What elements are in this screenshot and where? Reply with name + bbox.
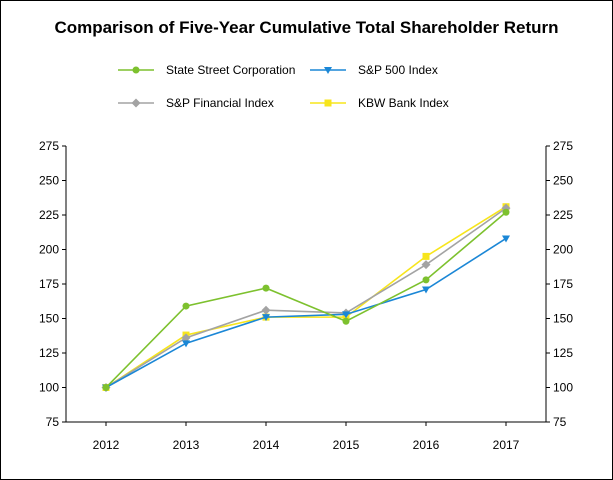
legend-marker <box>131 98 141 108</box>
legend: State Street Corporation S&P 500 Index S&P… <box>118 63 449 110</box>
data-point-s-p-financial-index <box>421 260 431 270</box>
data-point-state-street-corporation <box>342 317 350 325</box>
legend-marker <box>324 67 332 74</box>
series-s-p-financial-index <box>101 203 511 392</box>
y-tick-label-left: 125 <box>39 346 59 360</box>
series-state-street-corporation <box>102 208 510 391</box>
data-point-state-street-corporation <box>182 302 190 310</box>
data-point-state-street-corporation <box>502 208 510 216</box>
series-s-p-500-index <box>102 235 510 392</box>
x-tick-label: 2017 <box>493 438 520 452</box>
x-tick-label: 2016 <box>413 438 440 452</box>
data-point-s-p-financial-index <box>181 333 191 343</box>
data-point-state-street-corporation <box>262 284 270 292</box>
legend-label: S&P 500 Index <box>358 63 438 77</box>
legend-item-state-street-corporation: State Street Corporation <box>118 63 295 77</box>
y-tick-label-right: 75 <box>553 415 567 429</box>
legend-label: State Street Corporation <box>166 63 295 77</box>
y-tick-label-right: 200 <box>553 243 573 257</box>
legend-item-s-p-500-index: S&P 500 Index <box>310 63 438 77</box>
y-tick-label-right: 250 <box>553 174 573 188</box>
y-tick-label-left: 150 <box>39 312 59 326</box>
y-tick-label-right: 275 <box>553 139 573 153</box>
legend-marker <box>132 66 140 74</box>
data-point-state-street-corporation <box>102 384 110 391</box>
y-tick-label-left: 225 <box>39 208 59 222</box>
legend-item-kbw-bank-index: KBW Bank Index <box>310 96 449 110</box>
data-point-s-p-500-index <box>342 311 350 319</box>
x-tick-label: 2015 <box>333 438 360 452</box>
y-tick-label-left: 175 <box>39 277 59 291</box>
axes: 75 75 100 100 125 125 150 150 175 175 200 200 225 225… <box>39 139 573 452</box>
legend-item-s-p-financial-index: S&P Financial Index <box>118 96 274 110</box>
data-point-s-p-500-index <box>422 286 430 294</box>
series-line-s-p-500-index <box>105 237 507 389</box>
legend-marker <box>324 99 332 107</box>
legend-label: S&P Financial Index <box>166 96 274 110</box>
y-tick-label-right: 150 <box>553 312 573 326</box>
y-tick-label-right: 100 <box>553 381 573 395</box>
series-line-s-p-financial-index <box>105 207 507 389</box>
y-tick-label-left: 100 <box>39 381 59 395</box>
plot-area <box>101 203 511 392</box>
y-tick-label-right: 175 <box>553 277 573 291</box>
x-tick-label: 2013 <box>173 438 200 452</box>
data-point-s-p-500-index <box>182 340 190 348</box>
y-tick-label-right: 125 <box>553 346 573 360</box>
series-kbw-bank-index <box>102 203 510 391</box>
series-line-state-street-corporation <box>105 211 507 389</box>
chart-title: Comparison of Five-Year Cumulative Total… <box>54 18 559 37</box>
data-point-s-p-500-index <box>262 314 270 322</box>
data-point-state-street-corporation <box>422 276 430 284</box>
y-tick-label-left: 275 <box>39 139 59 153</box>
data-point-s-p-500-index <box>502 235 510 243</box>
data-point-kbw-bank-index <box>422 252 430 260</box>
y-tick-label-left: 200 <box>39 243 59 257</box>
y-tick-label-left: 75 <box>46 415 60 429</box>
legend-label: KBW Bank Index <box>358 96 449 110</box>
x-tick-label: 2012 <box>93 438 120 452</box>
data-point-s-p-financial-index <box>261 305 271 315</box>
series-line-kbw-bank-index <box>105 206 507 389</box>
y-tick-label-left: 250 <box>39 174 59 188</box>
y-tick-label-right: 225 <box>553 208 573 222</box>
x-tick-label: 2014 <box>253 438 280 452</box>
